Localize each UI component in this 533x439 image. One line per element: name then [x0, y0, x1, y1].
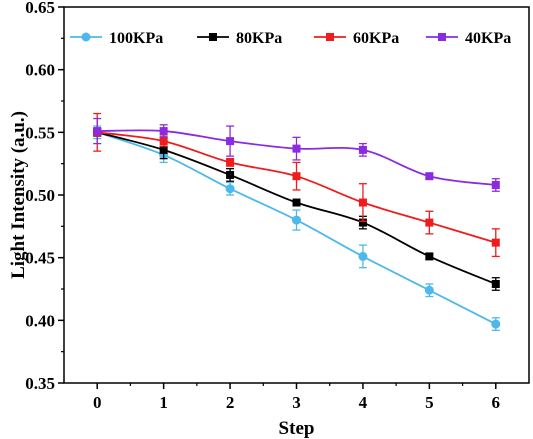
legend-marker — [209, 33, 217, 41]
legend-label: 60KPa — [353, 30, 399, 47]
legend: 100KPa 80KPa 60KPa 40KPa — [70, 30, 511, 47]
data-point — [159, 137, 168, 146]
data-point — [425, 172, 434, 181]
legend-label: 100KPa — [109, 30, 163, 47]
data-point — [292, 144, 301, 153]
y-tick-label: 0.35 — [25, 374, 55, 393]
data-point — [491, 238, 500, 247]
data-point — [292, 172, 301, 181]
y-axis-title: Light Intensity (a.u.) — [8, 111, 29, 279]
legend-marker — [326, 33, 334, 41]
x-tick-label: 0 — [93, 393, 102, 412]
data-point — [93, 127, 102, 136]
data-point — [159, 127, 168, 136]
data-point — [491, 279, 500, 288]
legend-marker — [81, 32, 91, 42]
plot-frame — [63, 6, 530, 384]
data-point — [424, 285, 434, 295]
data-point — [358, 145, 367, 154]
data-point — [358, 251, 368, 261]
series-40KPa — [93, 117, 500, 192]
legend-item-80KPa: 80KPa — [197, 30, 282, 47]
legend-item-60KPa: 60KPa — [314, 30, 399, 47]
x-tick-label: 2 — [226, 393, 235, 412]
x-axis-title: Step — [279, 418, 315, 439]
legend-item-100KPa: 100KPa — [70, 30, 163, 47]
data-point — [358, 198, 367, 207]
data-point — [292, 215, 301, 225]
data-point — [425, 218, 434, 227]
legend-marker — [438, 33, 446, 41]
data-point — [225, 184, 235, 194]
legend-label: 40KPa — [465, 30, 511, 47]
data-point — [226, 137, 235, 146]
data-point — [491, 319, 501, 329]
y-tick-label: 0.60 — [25, 61, 55, 80]
data-point — [159, 145, 168, 154]
y-tick-label: 0.40 — [25, 311, 55, 330]
data-point — [358, 218, 367, 227]
data-point — [226, 158, 235, 167]
y-tick-label: 0.65 — [25, 0, 55, 17]
y-tick-label: 0.45 — [25, 249, 55, 268]
data-point — [425, 252, 434, 261]
y-tick-label: 0.50 — [25, 186, 55, 205]
y-tick-label: 0.55 — [25, 123, 55, 142]
data-point — [491, 180, 500, 189]
series-layer — [92, 112, 501, 332]
x-tick-label: 1 — [159, 393, 168, 412]
data-point — [292, 198, 301, 207]
x-tick-label: 3 — [292, 393, 301, 412]
legend-label: 80KPa — [236, 30, 282, 47]
series-60KPa — [93, 112, 500, 258]
axes: 0 1 2 3 4 5 6 0.35 0.40 0.45 0.50 0.55 0.60 0.65 — [25, 0, 530, 412]
x-tick-label: 4 — [359, 393, 368, 412]
x-tick-label: 6 — [492, 393, 501, 412]
data-point — [226, 170, 235, 179]
x-tick-label: 5 — [425, 393, 434, 412]
legend-item-40KPa: 40KPa — [426, 30, 511, 47]
